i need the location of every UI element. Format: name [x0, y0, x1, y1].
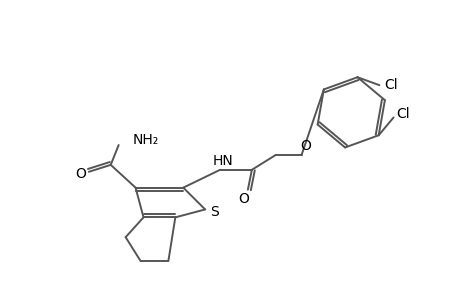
Text: O: O [75, 167, 86, 181]
Text: NH₂: NH₂ [132, 133, 158, 147]
Text: Cl: Cl [384, 78, 397, 92]
Text: S: S [209, 206, 218, 219]
Text: O: O [299, 139, 310, 153]
Text: HN: HN [212, 154, 233, 168]
Text: Cl: Cl [396, 107, 409, 122]
Text: O: O [238, 191, 249, 206]
